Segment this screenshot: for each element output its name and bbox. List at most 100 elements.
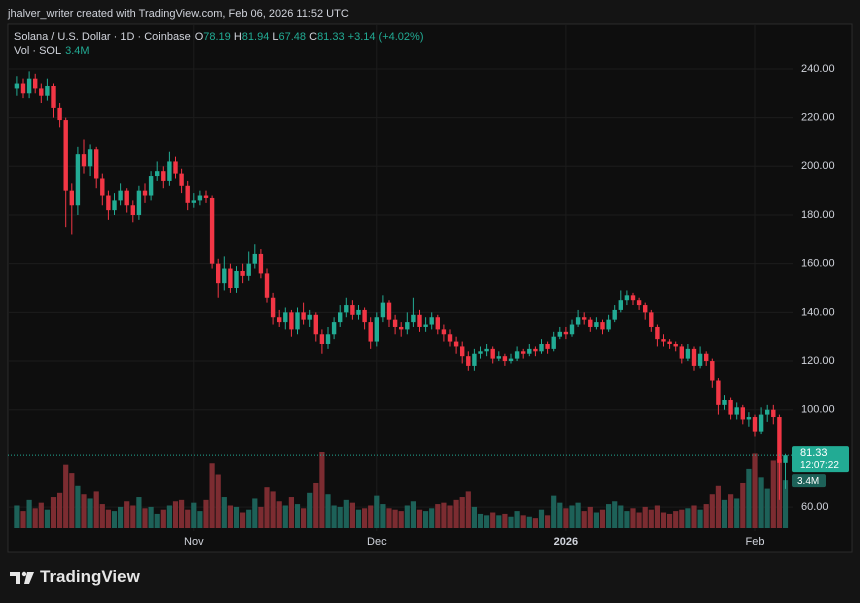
candle-body: [51, 85, 56, 108]
candle-body: [87, 149, 93, 167]
volume-bar: [87, 498, 93, 528]
volume-bar: [477, 513, 484, 528]
candle-body: [612, 309, 617, 320]
volume-bar: [429, 508, 435, 528]
candle-body: [661, 339, 666, 342]
volume-bar: [331, 505, 337, 528]
volume-bar: [325, 494, 331, 528]
volume-bar: [386, 508, 392, 528]
ohlc-letter: O: [194, 31, 204, 43]
volume-bar: [587, 506, 593, 528]
volume-bar: [252, 498, 258, 528]
volume-bar: [734, 498, 740, 528]
candle-body: [551, 336, 556, 349]
volume-bar: [465, 491, 471, 528]
volume-bar: [593, 512, 599, 528]
candle-body: [161, 171, 166, 181]
candle-body: [81, 154, 87, 167]
y-tick-label: 60.00: [801, 501, 829, 513]
ohlc-letter: C: [309, 31, 318, 43]
candle-body: [734, 407, 739, 415]
volume-bar: [185, 509, 191, 528]
volume-last: 3.4M: [65, 45, 90, 57]
candle-body: [344, 305, 349, 313]
candle-body: [307, 314, 312, 320]
y-tick-label: 200.00: [801, 160, 835, 172]
volume-bar: [246, 509, 252, 528]
candle-body: [618, 300, 623, 310]
candle-body: [600, 322, 605, 330]
candle-body: [136, 190, 142, 215]
volume-bar: [441, 502, 447, 528]
volume-bar: [423, 511, 429, 528]
candle-body: [423, 324, 428, 327]
volume-bar: [703, 504, 709, 528]
volume-bar: [508, 516, 514, 528]
y-tick-label: 180.00: [801, 209, 835, 221]
x-tick-label: 2026: [554, 536, 578, 548]
countdown: 12:07:22: [800, 460, 839, 471]
volume-bar: [764, 488, 770, 528]
volume-bar: [14, 505, 20, 528]
volume-bar: [197, 511, 203, 528]
candle-body: [704, 353, 709, 362]
candle-body: [209, 197, 215, 264]
volume-bar: [648, 509, 654, 528]
candle-body: [765, 409, 770, 415]
volume-bar: [368, 505, 374, 528]
volume-bar: [270, 491, 276, 528]
volume-bar: [240, 512, 246, 528]
ohlc-value: 78.19: [203, 31, 231, 43]
volume-bar: [551, 495, 557, 528]
volume-bar: [563, 508, 569, 528]
volume-bar: [32, 508, 38, 528]
volume-bar: [599, 509, 606, 528]
candle-body: [691, 348, 697, 366]
volume-bar: [63, 464, 69, 528]
candle-body: [20, 83, 26, 94]
candle-body: [258, 253, 264, 274]
candle-body: [14, 83, 20, 89]
candle-body: [228, 268, 233, 289]
volume-bar: [447, 505, 453, 528]
volume-bar: [69, 473, 75, 528]
volume-bar: [685, 508, 691, 528]
candle-body: [325, 334, 331, 345]
volume-bar: [136, 497, 142, 528]
volume-bar: [697, 509, 703, 528]
candle-body: [368, 322, 373, 342]
volume-bar: [721, 499, 728, 528]
candle-body: [26, 78, 32, 94]
volume-bar: [20, 511, 26, 528]
volume-bar: [203, 499, 209, 528]
volume-bar: [606, 504, 612, 528]
volume-bar: [484, 515, 490, 528]
candle-body: [697, 353, 703, 366]
candle-body: [362, 309, 367, 323]
candle-body: [45, 85, 50, 96]
candle-body: [557, 331, 562, 337]
candle-body: [289, 312, 294, 330]
candle-body: [124, 190, 129, 206]
candle-body: [33, 78, 38, 89]
volume-bar: [709, 494, 715, 528]
volume-bar: [770, 460, 776, 528]
x-tick-label: Dec: [367, 536, 387, 548]
candle-body: [252, 253, 257, 264]
volume-bar: [752, 453, 758, 528]
candle-body: [563, 331, 569, 335]
volume-bar: [660, 512, 667, 528]
candle-body: [216, 263, 221, 284]
volume-bar: [349, 502, 355, 528]
volume-bar: [654, 505, 660, 528]
candle-body: [685, 348, 691, 359]
candle-body: [374, 317, 379, 342]
volume-bar: [490, 512, 496, 528]
x-tick-label: Feb: [746, 536, 765, 548]
candle-body: [148, 176, 154, 196]
candle-body: [752, 417, 758, 432]
y-tick-label: 120.00: [801, 355, 835, 367]
